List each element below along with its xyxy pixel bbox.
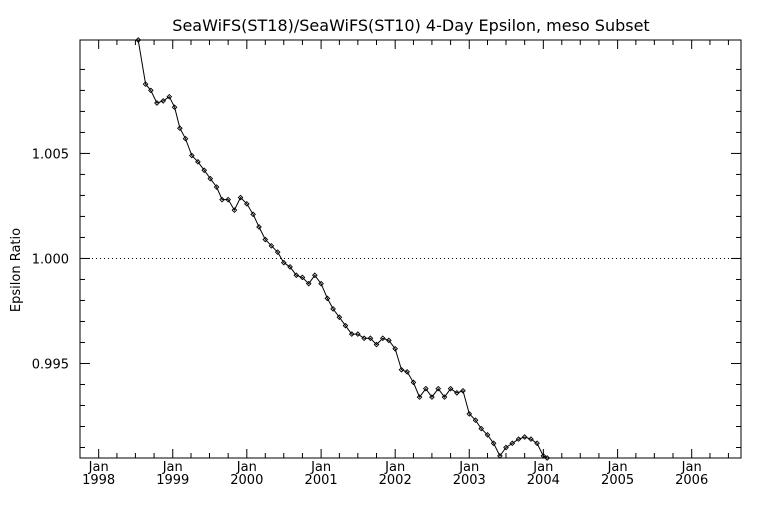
chart-title: SeaWiFS(ST18)/SeaWiFS(ST10) 4-Day Epsilo… bbox=[172, 16, 649, 35]
data-point bbox=[410, 379, 417, 386]
x-tick-label-month: Jan bbox=[310, 460, 331, 475]
data-point bbox=[509, 440, 516, 447]
y-tick-label: 1.000 bbox=[32, 252, 69, 267]
data-point bbox=[160, 98, 167, 104]
data-point bbox=[274, 249, 281, 255]
x-tick-label-year: 1998 bbox=[82, 473, 115, 488]
data-point bbox=[231, 207, 238, 213]
data-point bbox=[135, 37, 142, 43]
data-point bbox=[528, 436, 534, 442]
data-point bbox=[361, 335, 367, 342]
data-point bbox=[490, 440, 497, 447]
data-point bbox=[177, 125, 183, 132]
x-tick-label-year: 2006 bbox=[675, 473, 708, 488]
x-tick-label-year: 2002 bbox=[379, 473, 412, 488]
data-point bbox=[201, 167, 208, 174]
data-point bbox=[503, 444, 509, 451]
x-tick-label-year: 2003 bbox=[453, 473, 486, 488]
data-point bbox=[287, 264, 293, 270]
data-point bbox=[268, 243, 275, 249]
data-point bbox=[154, 100, 160, 106]
x-tick-label-month: Jan bbox=[458, 460, 479, 475]
data-series bbox=[135, 37, 551, 461]
data-point bbox=[460, 387, 466, 394]
data-point bbox=[142, 81, 149, 87]
data-point bbox=[219, 196, 225, 203]
data-point bbox=[379, 335, 386, 342]
x-tick-label-month: Jan bbox=[162, 460, 183, 475]
data-point bbox=[324, 295, 331, 302]
y-tick-label: 0.995 bbox=[32, 357, 69, 372]
data-point bbox=[262, 236, 269, 243]
plot-frame bbox=[79, 39, 742, 459]
data-point bbox=[311, 272, 318, 279]
data-point bbox=[466, 411, 473, 417]
data-point bbox=[305, 280, 312, 287]
data-point bbox=[497, 453, 503, 459]
data-point bbox=[293, 272, 300, 279]
data-point bbox=[195, 158, 201, 165]
data-point bbox=[213, 184, 220, 190]
data-point bbox=[250, 211, 256, 218]
data-point bbox=[478, 425, 485, 432]
data-point bbox=[280, 259, 287, 266]
data-point bbox=[182, 135, 189, 142]
x-tick-label-year: 2000 bbox=[230, 473, 263, 488]
data-point bbox=[237, 194, 244, 201]
data-point bbox=[515, 436, 522, 442]
data-point bbox=[429, 394, 435, 400]
series-line bbox=[137, 40, 548, 458]
data-point bbox=[521, 434, 528, 440]
data-point bbox=[188, 152, 195, 159]
data-point bbox=[540, 453, 547, 459]
data-point bbox=[171, 104, 178, 111]
x-tick-label-month: Jan bbox=[681, 460, 702, 475]
data-point bbox=[348, 331, 355, 337]
data-point bbox=[147, 87, 154, 94]
data-point bbox=[398, 366, 405, 373]
data-point bbox=[454, 390, 460, 396]
data-point bbox=[422, 385, 429, 392]
x-tick-label-month: Jan bbox=[384, 460, 405, 475]
data-point bbox=[392, 345, 399, 352]
data-point bbox=[472, 417, 479, 424]
x-tick-label-year: 2004 bbox=[527, 473, 560, 488]
data-point bbox=[544, 455, 551, 461]
x-tick-label-month: Jan bbox=[236, 460, 257, 475]
data-point bbox=[386, 337, 392, 344]
x-tick-label-year: 2005 bbox=[601, 473, 634, 488]
data-point bbox=[299, 274, 306, 281]
y-tick-label: 1.005 bbox=[32, 147, 69, 162]
data-point bbox=[207, 175, 214, 182]
data-point bbox=[336, 314, 343, 321]
x-tick-label-month: Jan bbox=[88, 460, 109, 475]
data-point bbox=[534, 440, 540, 447]
x-tick-label-month: Jan bbox=[607, 460, 628, 475]
data-point bbox=[330, 306, 336, 312]
data-point bbox=[404, 369, 410, 375]
x-tick-label-year: 2001 bbox=[305, 473, 338, 488]
x-tick-label-year: 1999 bbox=[156, 473, 189, 488]
data-point bbox=[318, 280, 324, 287]
data-point bbox=[484, 432, 491, 438]
x-tick-label-month: Jan bbox=[532, 460, 553, 475]
y-axis-label: Epsilon Ratio bbox=[9, 228, 24, 312]
data-point bbox=[447, 385, 454, 392]
data-point bbox=[342, 322, 349, 329]
data-point bbox=[416, 394, 423, 400]
data-point bbox=[435, 385, 442, 392]
data-point bbox=[166, 93, 173, 100]
data-point bbox=[243, 201, 250, 207]
data-point bbox=[354, 331, 361, 337]
data-point bbox=[441, 394, 448, 400]
data-point bbox=[367, 335, 374, 342]
data-point bbox=[373, 341, 380, 348]
data-point bbox=[256, 224, 262, 230]
axis-ticks: Jan1998Jan1999Jan2000Jan2001Jan2002Jan20… bbox=[32, 40, 741, 488]
data-point bbox=[225, 196, 231, 203]
